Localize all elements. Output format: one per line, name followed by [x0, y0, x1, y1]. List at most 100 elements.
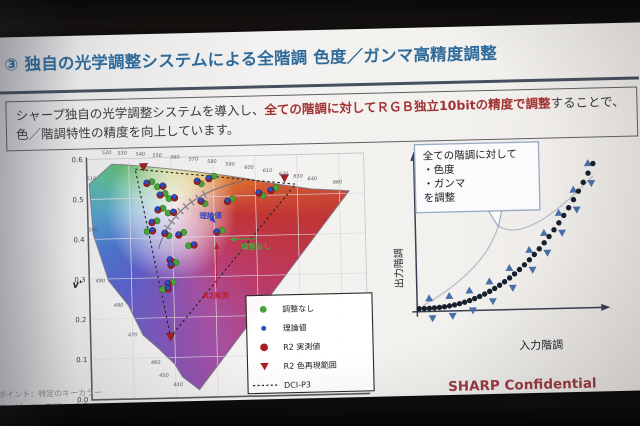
adjust-triangle-up	[485, 277, 494, 285]
x-tick-label: 0.4	[255, 400, 267, 405]
y-tick-label: 0.5	[72, 196, 83, 204]
annotation-arrow	[216, 243, 218, 288]
r2-range-vertex-marker	[166, 332, 176, 342]
adjust-triangle-down	[587, 179, 596, 188]
point-theoretical	[143, 179, 149, 185]
gamma-curve-dot	[590, 160, 596, 167]
gamma-curve-dot	[565, 205, 572, 211]
x-axis	[412, 306, 605, 313]
gray-ramp-rung	[188, 198, 195, 206]
adjust-triangle-up	[465, 286, 474, 294]
wavelength-label: 620	[279, 171, 289, 177]
gray-ramp-rung	[163, 224, 172, 231]
slide-title: ③ 独自の光学調整システムによる全階調 色度／ガンマ高精度調整	[4, 43, 498, 75]
gamma-curve-dot	[511, 271, 518, 277]
point-theoretical	[149, 218, 155, 224]
legend-marker-1	[259, 305, 267, 313]
gamma-curve-dot	[580, 179, 586, 186]
gamma-curve-dot	[546, 233, 552, 240]
footnote-line1: 測定ポイント：特定のキーカラー	[0, 388, 103, 401]
wavelength-label: 530	[117, 151, 127, 157]
gamma-curve-dot	[441, 304, 448, 310]
gray-ramp-rung	[167, 218, 176, 225]
point-theoretical	[170, 208, 176, 214]
adjust-triangle-down	[528, 266, 537, 274]
dci-p3-triangle	[134, 168, 297, 338]
scatter-cluster	[143, 227, 157, 235]
scatter-cluster	[159, 285, 172, 293]
wavelength-label: 520	[102, 150, 112, 156]
legend-label: 理論値	[283, 322, 307, 333]
callout-line: ・色度	[423, 163, 455, 177]
gamma-curve-dot	[416, 305, 422, 312]
wavelength-label: 510	[86, 176, 96, 182]
adjust-triangle-down	[558, 229, 567, 237]
y-tick-label: 0.0	[77, 396, 88, 404]
gamma-curve-dot	[570, 196, 577, 203]
gamma-curve-dot	[476, 293, 483, 300]
adjust-triangle-up	[525, 245, 534, 253]
wavelength-label: 570	[189, 156, 199, 162]
adjust-triangle-down	[572, 206, 581, 214]
lead-emphasis: 全ての階調に対してＲＧＢ独立10bitの精度で調整	[264, 95, 551, 118]
scatter-cluster	[167, 259, 180, 269]
annotation-arrowhead	[214, 243, 220, 250]
x-tick-label: 0.0	[87, 404, 98, 405]
cie-chromaticity-chart: 0.0 0.1 0.2 0.3 0.4 0.5 0.6 0.0 0.1 0.2 0.3 0.4 0.5 0…	[71, 150, 375, 406]
point-theoretical	[224, 197, 230, 203]
gamma-curve-dot	[491, 285, 498, 292]
scatter-cluster	[255, 189, 267, 199]
point-theoretical	[168, 261, 174, 267]
scatter-cluster	[143, 178, 156, 187]
wavelength-label: 580	[207, 159, 217, 165]
point-theoretical	[191, 241, 197, 247]
y-tick-label: 0.3	[74, 276, 85, 284]
point-theoretical	[155, 206, 161, 212]
point-theoretical	[205, 174, 212, 181]
adjust-triangle-up	[569, 185, 578, 193]
gamma-curve-dot	[421, 305, 428, 312]
y-axis	[412, 157, 419, 317]
adjust-triangle-down	[428, 315, 437, 323]
wavelength-label: 480	[114, 303, 124, 309]
adjust-triangle-down	[488, 298, 497, 306]
scatter-cluster	[156, 190, 169, 199]
adjust-triangle-up	[445, 291, 454, 300]
lead-pre: シャープ独自の光学調整システムを導入し、	[15, 102, 265, 124]
gamma-curve-dot	[471, 295, 478, 302]
x-tick-label: 0.3	[213, 401, 224, 405]
x-tick-label: 0.5	[297, 399, 308, 405]
scatter-cluster	[267, 184, 280, 195]
r2-range-vertex-marker	[279, 174, 289, 183]
wavelength-label: 560	[170, 154, 180, 160]
callout-line: を調整	[423, 191, 455, 205]
x-tick-label: 0.1	[129, 403, 140, 405]
scatter-cluster	[164, 278, 177, 288]
scatter-cluster	[164, 208, 178, 217]
legend-label: DCI-P3	[284, 380, 311, 390]
wavelength-label: 550	[152, 153, 162, 159]
legend-label: 調整なし	[282, 303, 314, 314]
wavelength-label: 640	[307, 176, 317, 182]
scatter-cluster	[154, 182, 167, 191]
annotation-arrowhead	[209, 216, 216, 223]
wavelength-label: 600	[244, 165, 254, 171]
x-tick-label: 0.6	[339, 398, 351, 405]
wavelength-label: 470	[128, 332, 138, 338]
gamma-curve-dot	[521, 262, 528, 268]
y-tick-label: 0.1	[76, 356, 87, 364]
grid-line	[88, 232, 366, 240]
gamma-curve-dot	[561, 212, 567, 219]
point-theoretical	[171, 194, 177, 200]
scatter-cluster	[197, 197, 209, 208]
wavelength-label: 610	[263, 168, 273, 174]
scatter-cluster	[148, 217, 161, 227]
wavelength-label: 500	[89, 227, 99, 233]
y-axis	[85, 157, 93, 401]
wavelength-label: 630	[293, 174, 303, 180]
callout-box	[413, 141, 541, 214]
presentation-slide: ③ 独自の光学調整システムによる全階調 色度／ガンマ高精度調整 シャープ独自の光…	[0, 22, 640, 406]
scatter-cluster	[161, 229, 173, 240]
